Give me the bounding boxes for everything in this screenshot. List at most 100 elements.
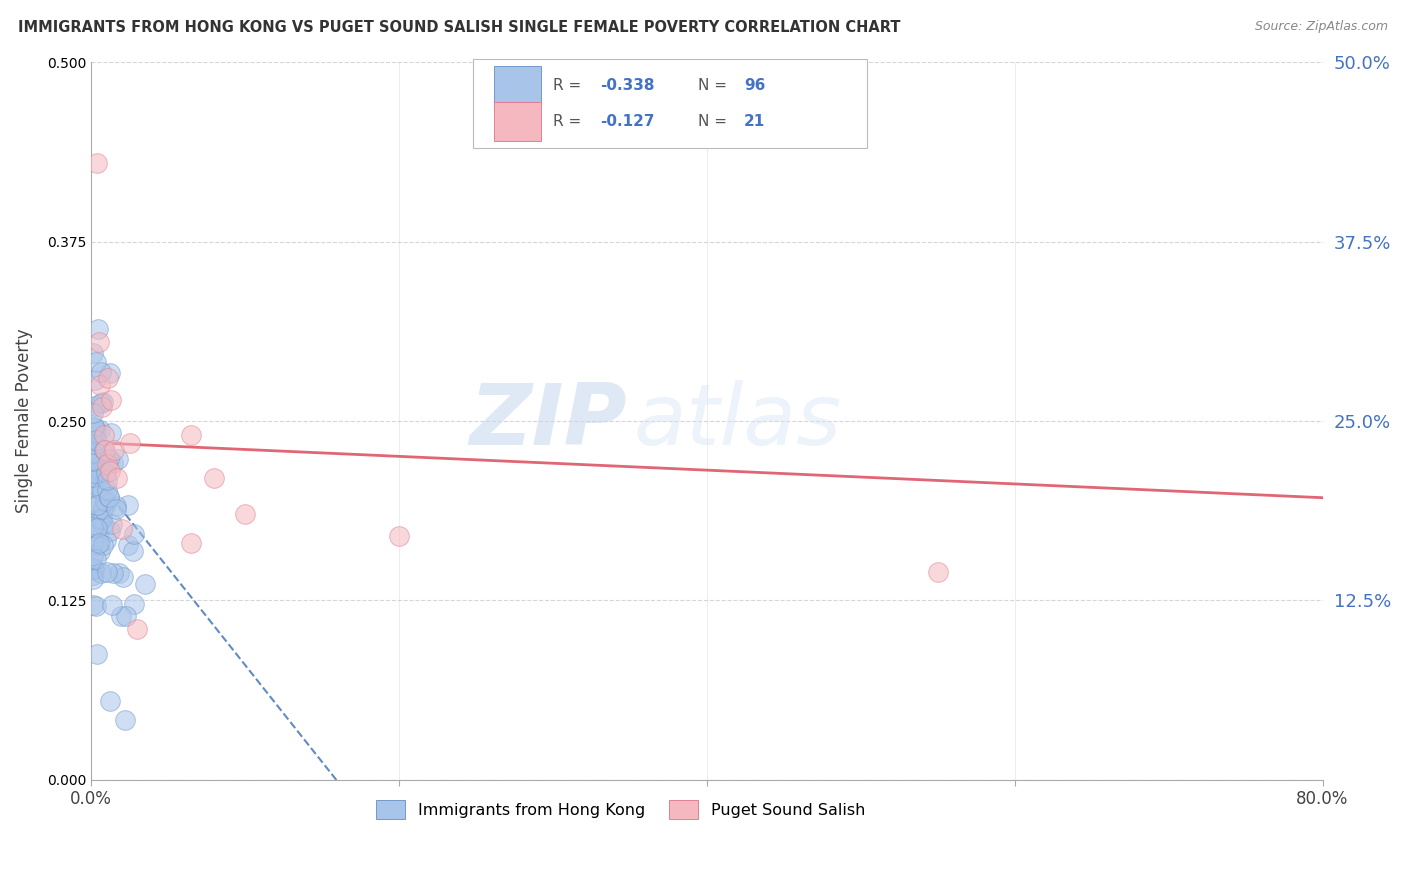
Point xyxy=(86,498,108,512)
Point xyxy=(82,406,104,420)
Point xyxy=(114,608,136,623)
Point xyxy=(82,480,104,494)
Point xyxy=(89,465,111,479)
Point xyxy=(82,437,104,451)
Point xyxy=(82,453,104,467)
Point xyxy=(124,597,146,611)
Point xyxy=(84,599,107,613)
Point xyxy=(84,421,107,435)
Point xyxy=(96,496,118,510)
Point xyxy=(90,566,112,581)
Point xyxy=(94,493,117,508)
Point xyxy=(97,452,120,467)
FancyBboxPatch shape xyxy=(472,59,868,148)
Point xyxy=(93,442,115,457)
Point xyxy=(98,366,121,380)
Y-axis label: Single Female Poverty: Single Female Poverty xyxy=(15,329,32,514)
Text: IMMIGRANTS FROM HONG KONG VS PUGET SOUND SALISH SINGLE FEMALE POVERTY CORRELATIO: IMMIGRANTS FROM HONG KONG VS PUGET SOUND… xyxy=(18,20,901,35)
Point xyxy=(103,457,125,471)
Point xyxy=(82,482,104,496)
Point xyxy=(104,502,127,516)
Point xyxy=(84,455,107,469)
Text: N =: N = xyxy=(699,114,733,129)
Point xyxy=(91,400,114,414)
Point xyxy=(122,526,145,541)
Point xyxy=(96,533,118,548)
Point xyxy=(82,520,104,534)
Point xyxy=(96,483,118,497)
Point xyxy=(97,371,120,385)
Point xyxy=(180,428,202,442)
Point xyxy=(117,538,139,552)
Point xyxy=(96,565,118,579)
Point xyxy=(91,509,114,524)
Point xyxy=(87,482,110,496)
Point xyxy=(91,539,114,553)
Point xyxy=(134,576,156,591)
Point xyxy=(82,454,104,468)
Point xyxy=(86,538,108,552)
Point xyxy=(98,490,121,504)
Point xyxy=(82,445,104,459)
Text: -0.127: -0.127 xyxy=(600,114,654,129)
Point xyxy=(82,463,104,477)
Point xyxy=(83,443,105,458)
Point xyxy=(86,155,108,169)
Point xyxy=(83,437,105,451)
Point xyxy=(82,469,104,483)
Point xyxy=(111,570,134,584)
Text: atlas: atlas xyxy=(633,380,841,463)
Point xyxy=(117,498,139,512)
Point xyxy=(83,466,105,480)
Point xyxy=(82,346,104,360)
Point xyxy=(83,420,105,434)
Point xyxy=(118,435,141,450)
Point xyxy=(127,622,149,636)
Point xyxy=(82,470,104,484)
Point xyxy=(91,512,114,526)
Point xyxy=(96,474,118,488)
Point xyxy=(180,536,202,550)
Point xyxy=(111,522,134,536)
Point xyxy=(87,322,110,336)
Point xyxy=(86,521,108,535)
Point xyxy=(233,508,256,522)
Text: R =: R = xyxy=(553,114,586,129)
Point xyxy=(91,483,114,498)
Point xyxy=(107,471,129,485)
Point xyxy=(98,464,121,478)
Point xyxy=(388,529,411,543)
Text: 21: 21 xyxy=(744,114,765,129)
Point xyxy=(90,396,112,410)
Point xyxy=(98,524,121,538)
Point xyxy=(100,426,122,441)
Point xyxy=(98,694,121,708)
Point xyxy=(82,536,104,550)
Point xyxy=(91,395,114,409)
Text: R =: R = xyxy=(553,78,586,93)
FancyBboxPatch shape xyxy=(494,102,541,141)
Point xyxy=(114,713,136,727)
Text: Source: ZipAtlas.com: Source: ZipAtlas.com xyxy=(1254,20,1388,33)
Point xyxy=(86,460,108,475)
Point xyxy=(84,355,107,369)
Point xyxy=(82,519,104,533)
Point xyxy=(84,468,107,483)
Point xyxy=(89,544,111,558)
Point xyxy=(82,568,104,582)
Text: ZIP: ZIP xyxy=(470,380,627,463)
Point xyxy=(927,565,949,579)
Point xyxy=(110,608,132,623)
Point xyxy=(84,373,107,387)
Point xyxy=(83,560,105,574)
Text: N =: N = xyxy=(699,78,733,93)
Point xyxy=(89,512,111,526)
Point xyxy=(94,442,117,457)
Point xyxy=(108,566,131,580)
Point xyxy=(101,598,124,612)
Point xyxy=(87,535,110,549)
Point xyxy=(100,516,122,531)
Text: 96: 96 xyxy=(744,78,765,93)
Point xyxy=(93,428,115,442)
Point xyxy=(83,562,105,576)
